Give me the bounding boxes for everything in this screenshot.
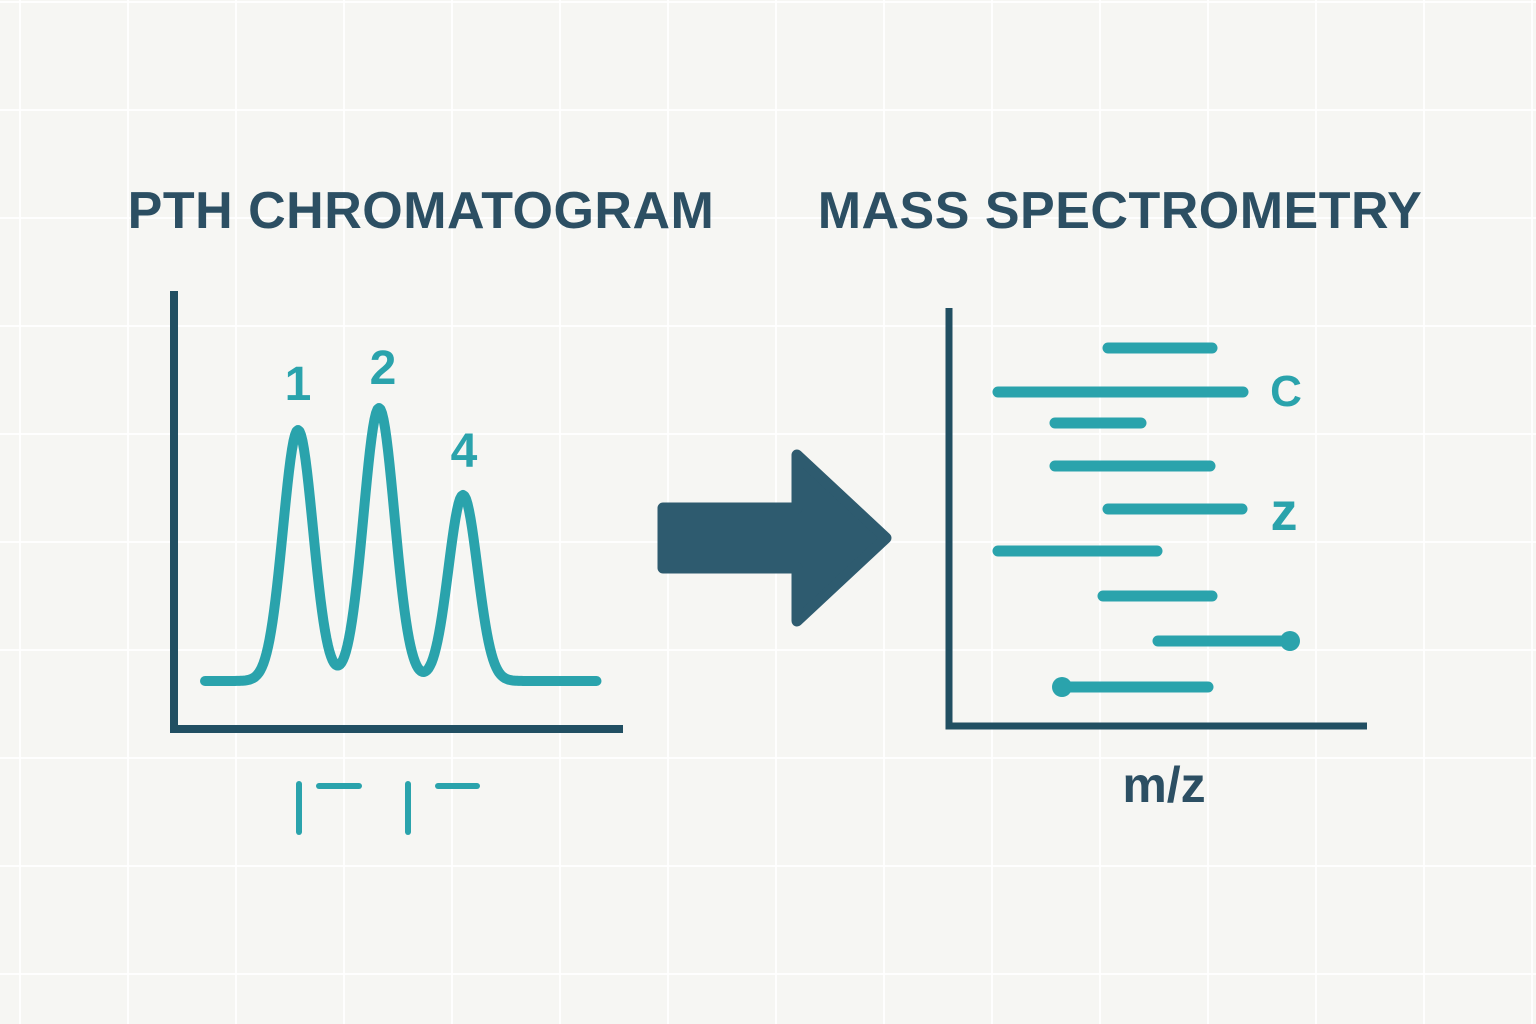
cleavage-marks	[296, 781, 480, 835]
fragment-label-z: z	[1271, 482, 1298, 542]
fragment-label-c: C	[1270, 367, 1302, 416]
peak-label-4: 4	[451, 425, 478, 478]
left-chart-axes	[170, 291, 623, 733]
fragment-lines	[992, 342, 1300, 697]
right-chart-axes	[945, 308, 1367, 730]
left-panel: PTH CHROMATOGRAM 1 2 4	[128, 182, 715, 835]
arrow-right-icon	[657, 449, 892, 627]
right-panel: MASS SPECTROMETRY C z m/z	[818, 182, 1423, 813]
chromatogram-curve-line	[200, 403, 602, 686]
x-axis-label-mz: m/z	[1122, 757, 1205, 813]
right-panel-title: MASS SPECTROMETRY	[818, 182, 1423, 240]
peak-labels: 1 2 4	[285, 342, 478, 478]
peak-label-1: 1	[285, 358, 312, 411]
peak-label-2: 2	[370, 342, 397, 395]
fragment-dot-left	[1052, 677, 1072, 697]
fragment-dot-right	[1280, 631, 1300, 651]
left-panel-title: PTH CHROMATOGRAM	[128, 182, 715, 240]
